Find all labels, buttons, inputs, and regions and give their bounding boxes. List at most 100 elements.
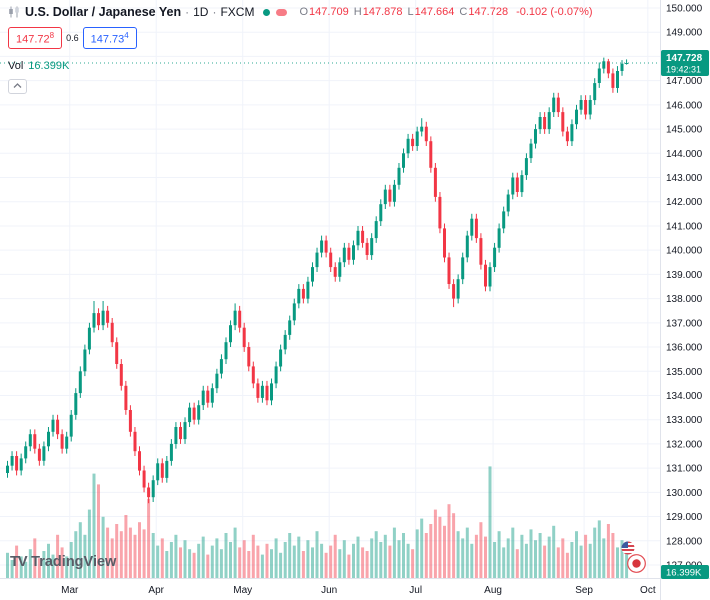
candle-body xyxy=(465,235,469,258)
volume-bar xyxy=(424,533,428,578)
volume-bar xyxy=(238,547,242,578)
volume-bar xyxy=(534,540,537,578)
candle-body xyxy=(620,63,624,71)
candle-body xyxy=(110,322,114,343)
candle-body xyxy=(420,126,424,132)
candle-body xyxy=(101,310,105,326)
candle-body xyxy=(74,393,78,415)
low-label: L xyxy=(407,6,414,18)
change-value: -0.102 (-0.07%) xyxy=(516,6,593,18)
candle-body xyxy=(538,117,542,130)
volume-bar xyxy=(301,551,305,578)
candle-body xyxy=(270,383,273,401)
volume-bar xyxy=(329,545,333,578)
candle-body xyxy=(616,71,619,88)
candle-body xyxy=(456,279,460,299)
flag-pill-icon[interactable] xyxy=(276,8,288,16)
volume-bar xyxy=(188,549,192,578)
price-axis-label: 133.000 xyxy=(666,415,703,426)
volume-bar xyxy=(119,531,123,578)
volume-bar xyxy=(579,545,583,578)
volume-bar xyxy=(575,531,578,578)
candle-body xyxy=(51,419,55,432)
tradingview-logo[interactable]: TV TradingView xyxy=(10,553,116,570)
candle-body xyxy=(511,177,515,195)
price-axis-label: 131.000 xyxy=(666,464,703,475)
separator-dot: · xyxy=(212,5,217,19)
candle-body xyxy=(206,390,210,403)
volume-bar xyxy=(433,509,437,578)
candle-body xyxy=(301,288,305,299)
candle-body xyxy=(165,460,169,478)
exchange-label[interactable]: FXCM xyxy=(220,5,255,19)
candle-body xyxy=(224,342,228,360)
candle-body xyxy=(274,366,278,384)
candle-body xyxy=(552,97,556,113)
volume-bar xyxy=(420,518,424,578)
candle-body xyxy=(311,267,314,282)
interval-label[interactable]: 1D xyxy=(193,5,209,19)
volume-bar xyxy=(6,552,9,578)
market-status-dot-icon[interactable] xyxy=(263,8,271,16)
price-axis-label: 134.000 xyxy=(666,391,703,402)
volume-bar xyxy=(311,547,314,578)
volume-bar xyxy=(292,545,296,578)
candle-body xyxy=(215,373,219,389)
separator-dot: · xyxy=(185,5,190,19)
candle-body xyxy=(347,247,351,260)
candle-body xyxy=(338,262,342,277)
candle-body xyxy=(247,347,251,367)
candle-body xyxy=(201,390,205,406)
volume-bar xyxy=(461,538,465,578)
volume-bar xyxy=(233,527,237,578)
volume-bar xyxy=(128,527,132,578)
volume-bar xyxy=(197,543,201,578)
price-axis-label: 129.000 xyxy=(666,512,703,523)
candle-body xyxy=(606,61,610,74)
high-value: 147.878 xyxy=(362,6,403,18)
candle-body xyxy=(42,446,46,461)
volume-bar xyxy=(92,473,96,578)
price-axis-label: 143.000 xyxy=(666,173,703,184)
volume-bar xyxy=(333,534,337,578)
high-label: H xyxy=(353,6,362,18)
collapse-pane-button[interactable] xyxy=(8,78,27,94)
candle-body xyxy=(579,100,583,110)
time-axis-label: Aug xyxy=(484,585,502,596)
volume-bar xyxy=(524,543,528,578)
candle-body xyxy=(484,264,487,287)
volume-bar xyxy=(160,538,164,578)
volume-bar xyxy=(33,538,37,578)
symbol-title[interactable]: U.S. Dollar / Japanese Yen xyxy=(25,5,182,19)
candle-body xyxy=(570,124,574,142)
candle-body xyxy=(37,448,41,461)
volume-bar xyxy=(210,545,214,578)
bar-countdown-timer: 19:42:31 xyxy=(666,65,701,75)
time-axis[interactable] xyxy=(0,579,710,600)
price-axis-label: 136.000 xyxy=(666,343,703,354)
volume-bar xyxy=(110,538,114,578)
candle-body xyxy=(251,366,255,384)
candle-body xyxy=(188,407,192,423)
chart-legend: U.S. Dollar / Japanese Yen · 1D · FXCM O… xyxy=(8,5,593,94)
sell-pip-digit: 8 xyxy=(49,31,55,40)
candle-body xyxy=(33,434,37,449)
candle-body xyxy=(297,288,301,304)
candle-body xyxy=(78,371,82,394)
candle-body xyxy=(156,463,160,481)
volume-bar xyxy=(265,543,269,578)
candle-body xyxy=(588,100,592,115)
candle-body xyxy=(333,267,337,277)
volume-bar xyxy=(74,531,78,578)
volume-indicator-label[interactable]: Vol xyxy=(8,59,24,72)
candle-body xyxy=(520,175,524,193)
volume-bar xyxy=(438,516,442,578)
buy-button[interactable]: 147.734 xyxy=(82,27,137,49)
volume-bar xyxy=(352,543,355,578)
sell-button[interactable]: 147.728 xyxy=(8,27,63,49)
candle-body xyxy=(497,228,501,248)
candle-body xyxy=(374,221,378,239)
volume-bar xyxy=(543,545,547,578)
candle-body xyxy=(565,131,569,142)
